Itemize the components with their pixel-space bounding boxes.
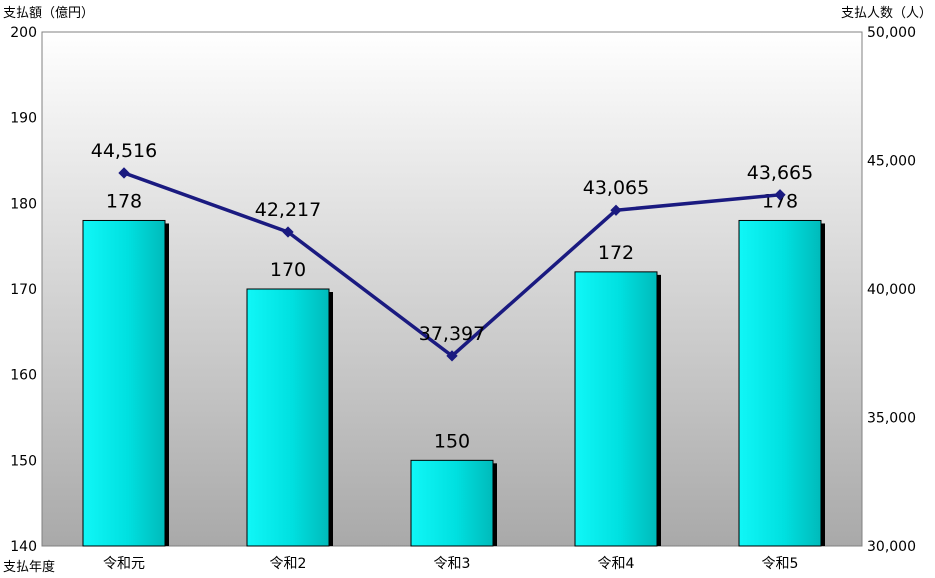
left-tick-label: 170 (10, 282, 37, 298)
bar (738, 219, 822, 547)
right-tick-label: 40,000 (867, 282, 916, 298)
right-tick-label: 50,000 (867, 25, 916, 41)
right-axis-ticks: 30,000 35,000 40,000 45,000 50,000 (867, 25, 916, 555)
right-tick-label: 35,000 (867, 411, 916, 427)
left-tick-label: 180 (10, 196, 37, 212)
bar-series (82, 219, 825, 547)
bar (574, 271, 658, 547)
x-axis-title: 支払年度 (3, 559, 55, 575)
left-tick-label: 140 (10, 539, 37, 555)
category-label: 令和元 (103, 556, 145, 572)
bar (82, 219, 166, 547)
line-value-label: 43,065 (583, 177, 649, 199)
bar (410, 459, 494, 547)
line-value-label: 44,516 (91, 140, 157, 162)
line-value-label: 37,397 (419, 323, 485, 345)
line-value-label: 42,217 (255, 199, 321, 221)
right-tick-label: 30,000 (867, 539, 916, 555)
line-marker (446, 350, 458, 362)
line-series (118, 167, 786, 362)
line-value-label: 43,665 (747, 162, 813, 184)
bar-value-label: 150 (434, 430, 470, 452)
line-data-labels: 44,516 42,217 37,397 43,065 43,665 (91, 140, 813, 345)
left-tick-label: 160 (10, 368, 37, 384)
line-marker (610, 204, 622, 216)
line-marker (282, 226, 294, 238)
right-tick-label: 45,000 (867, 154, 916, 170)
category-label: 令和4 (598, 556, 635, 572)
bar-value-label: 172 (598, 242, 634, 264)
category-labels: 令和元 令和2 令和3 令和4 令和5 (103, 556, 798, 572)
left-axis-ticks: 140 150 160 170 180 190 200 (10, 25, 37, 555)
category-label: 令和5 (762, 556, 799, 572)
left-axis-title: 支払額（億円） (3, 5, 94, 21)
bar (246, 288, 330, 547)
category-label: 令和3 (434, 556, 471, 572)
line-marker (774, 189, 786, 201)
left-tick-label: 200 (10, 25, 37, 41)
category-label: 令和2 (270, 556, 307, 572)
left-tick-label: 150 (10, 453, 37, 469)
right-axis-title: 支払人数（人） (841, 6, 932, 21)
bar-value-label: 170 (270, 259, 306, 281)
left-tick-label: 190 (10, 111, 37, 127)
bar-value-label: 178 (106, 190, 142, 212)
